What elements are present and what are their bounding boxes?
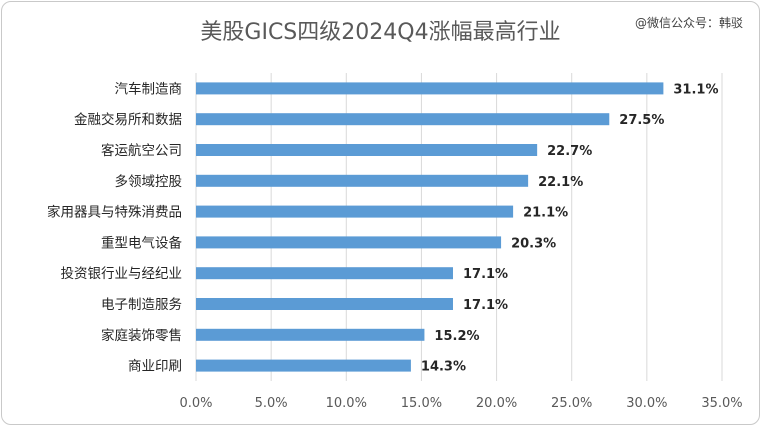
data-label: 17.1% — [463, 298, 508, 313]
chart-title: 美股GICS四级2024Q4涨幅最高行业 — [200, 20, 561, 45]
x-tick-label: 5.0% — [255, 396, 288, 411]
category-label: 客运航空公司 — [101, 142, 182, 159]
data-label: 15.2% — [434, 329, 479, 344]
x-tick-label: 15.0% — [401, 396, 442, 411]
category-label: 汽车制造商 — [115, 80, 183, 97]
bar — [196, 174, 529, 187]
category-label: 重型电气设备 — [101, 234, 182, 251]
data-label: 17.1% — [463, 267, 508, 282]
x-tick-label: 0.0% — [179, 396, 212, 411]
data-label: 20.3% — [511, 236, 556, 251]
bar — [196, 328, 425, 341]
category-label: 金融交易所和数据 — [74, 111, 182, 128]
x-tick-label: 10.0% — [326, 396, 367, 411]
x-tick-label: 35.0% — [701, 396, 742, 411]
bar — [196, 82, 664, 95]
x-tick-label: 30.0% — [626, 396, 667, 411]
bar — [196, 236, 502, 249]
data-label: 21.1% — [523, 206, 568, 221]
x-tick-label: 20.0% — [476, 396, 517, 411]
category-label: 投资银行业与经纪业 — [61, 266, 183, 282]
category-label: 家用器具与特殊消费品 — [47, 204, 182, 221]
data-label: 22.7% — [547, 144, 592, 159]
bar — [196, 298, 453, 310]
bar — [196, 205, 514, 218]
category-label: 商业印刷 — [128, 359, 182, 375]
category-label: 电子制造服务 — [101, 297, 182, 313]
bar — [196, 113, 610, 126]
bar — [196, 267, 453, 280]
data-label: 31.1% — [673, 82, 718, 97]
category-label: 家庭装饰零售 — [101, 327, 182, 344]
data-label: 27.5% — [619, 113, 664, 128]
watermark: @微信公众号：韩驳 — [634, 16, 743, 30]
bar — [196, 144, 538, 156]
data-label: 22.1% — [538, 175, 583, 190]
bar — [196, 359, 411, 372]
category-label: 多领域控股 — [115, 173, 183, 190]
x-tick-label: 25.0% — [551, 396, 592, 411]
data-label: 14.3% — [421, 360, 466, 375]
